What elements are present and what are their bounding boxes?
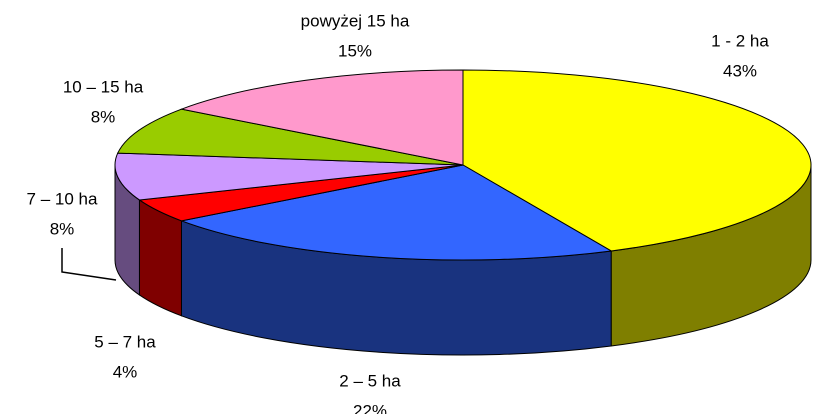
slice-label: powyżej 15 ha: [301, 11, 410, 30]
slice: [114, 152, 464, 201]
slice-label: 2 – 5 ha: [339, 371, 401, 390]
value-label: 15%: [338, 41, 372, 60]
value-label: 8%: [91, 107, 116, 126]
slice: [179, 164, 613, 261]
slice-label: 7 – 10 ha: [27, 189, 98, 208]
slice: [116, 108, 464, 166]
slice-label: 1 - 2 ha: [711, 31, 769, 50]
slice-label: 10 – 15 ha: [63, 77, 144, 96]
value-label: 22%: [353, 401, 387, 414]
value-label: 4%: [113, 362, 138, 381]
slice: [179, 69, 464, 166]
slice: [462, 69, 812, 252]
slice-label: 5 – 7 ha: [94, 332, 156, 351]
value-label: 43%: [723, 61, 757, 80]
value-label: 8%: [50, 219, 75, 238]
leader-line: [61, 248, 117, 281]
